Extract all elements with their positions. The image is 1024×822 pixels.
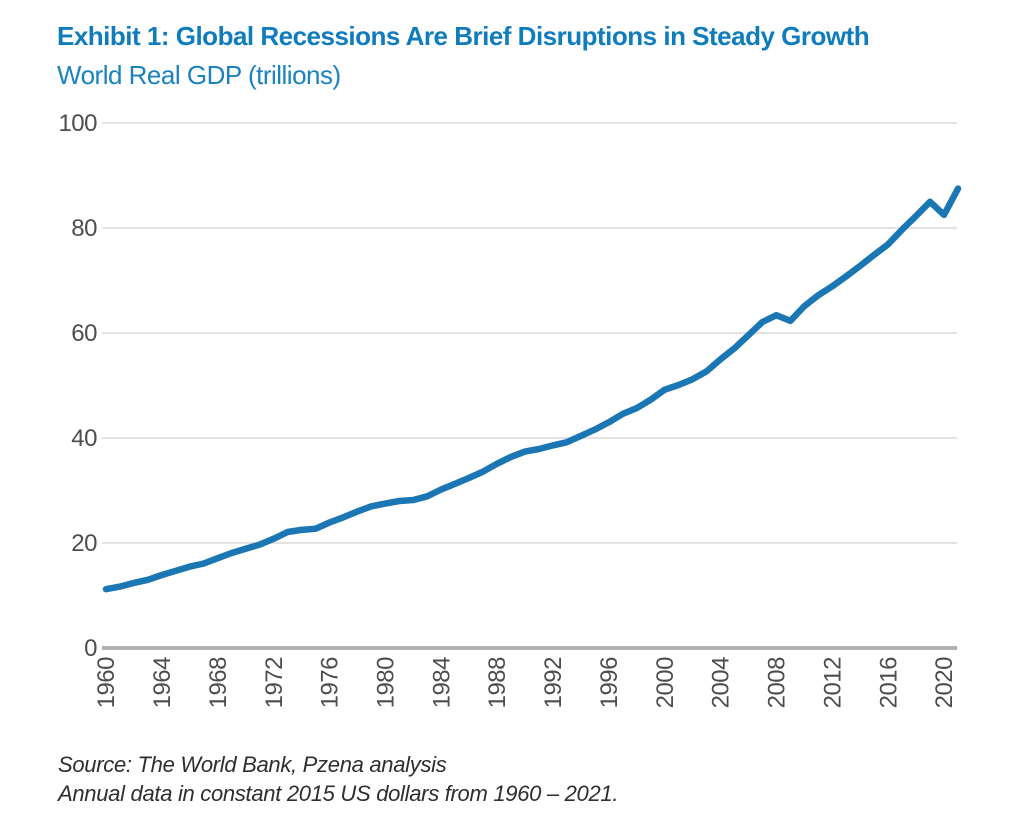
x-tick-label: 1976 <box>317 657 344 709</box>
y-tick-label: 40 <box>71 425 97 452</box>
x-tick-label: 1960 <box>93 657 120 709</box>
x-tick-label: 1964 <box>149 657 176 709</box>
x-tick-label: 2012 <box>819 657 846 709</box>
source-note: Source: The World Bank, Pzena analysis <box>58 752 447 777</box>
x-tick-label: 1984 <box>428 657 455 709</box>
chart-header: Exhibit 1: Global Recessions Are Brief D… <box>57 20 1007 91</box>
y-tick-label: 80 <box>71 215 97 242</box>
exhibit-title: Exhibit 1: Global Recessions Are Brief D… <box>57 21 870 51</box>
chart-footnotes: Source: The World Bank, Pzena analysis A… <box>58 750 958 808</box>
y-tick-label: 0 <box>84 635 97 662</box>
x-tick-label: 2000 <box>652 657 679 709</box>
gdp-line-series <box>102 185 962 593</box>
x-tick-label: 1980 <box>372 657 399 709</box>
x-tick-label: 2016 <box>875 657 902 709</box>
x-tick-label: 2008 <box>764 657 791 709</box>
x-tick-label: 1972 <box>261 657 288 709</box>
chart-subtitle: World Real GDP (trillions) <box>57 59 341 90</box>
x-tick-label: 1996 <box>596 657 623 709</box>
x-tick-label: 1988 <box>484 657 511 709</box>
x-tick-label: 1968 <box>205 657 232 709</box>
data-range-note: Annual data in constant 2015 US dollars … <box>58 781 619 806</box>
y-tick-label: 100 <box>58 110 97 137</box>
x-tick-label: 2004 <box>708 657 735 709</box>
x-tick-label: 1992 <box>540 657 567 709</box>
x-tick-label: 2020 <box>931 657 958 709</box>
y-tick-label: 60 <box>71 320 97 347</box>
y-tick-label: 20 <box>71 530 97 557</box>
